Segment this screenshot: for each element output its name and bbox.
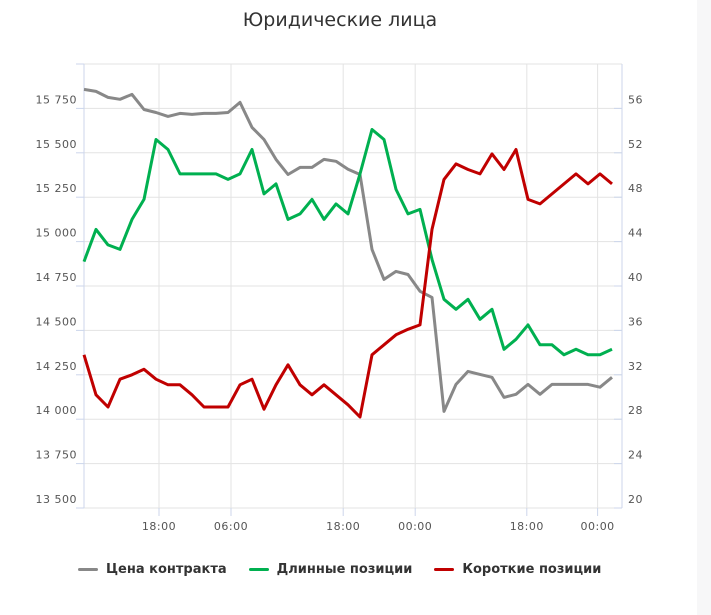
- x-tick-label: 00:00: [580, 520, 614, 533]
- legend-item-price[interactable]: Цена контракта: [78, 562, 227, 577]
- legend-label-price: Цена контракта: [106, 562, 227, 577]
- series-long-positions-line: [82, 128, 613, 357]
- legend-item-short[interactable]: Короткие позиции: [434, 562, 601, 577]
- left-tick-label: 14 500: [36, 315, 78, 328]
- left-tick-label: 15 500: [36, 138, 78, 151]
- series-short-positions-line: [82, 148, 613, 419]
- right-tick-label: 32: [628, 360, 643, 373]
- legend-label-long: Длинные позиции: [276, 562, 413, 577]
- legend-swatch-price: [78, 568, 98, 571]
- left-tick-label: 15 000: [36, 227, 78, 240]
- legend-swatch-short: [434, 568, 455, 571]
- right-tick-label: 44: [628, 227, 643, 240]
- left-tick-label: 14 750: [36, 271, 78, 284]
- right-tick-label: 52: [628, 138, 643, 151]
- legend-swatch-long: [248, 568, 269, 571]
- left-tick-label: 15 750: [36, 93, 78, 106]
- legend-item-long[interactable]: Длинные позиции: [248, 562, 413, 577]
- right-tick-label: 56: [628, 93, 643, 106]
- legend: Цена контракта Длинные позиции Короткие …: [78, 562, 601, 577]
- left-tick-label: 14 000: [36, 404, 78, 417]
- right-tick-label: 24: [628, 449, 643, 462]
- right-tick-label: 28: [628, 404, 643, 417]
- x-tick-label: 18:00: [510, 520, 544, 533]
- x-tick-label: 18:00: [326, 520, 360, 533]
- left-tick-label: 14 250: [36, 360, 78, 373]
- x-tick-label: 00:00: [398, 520, 432, 533]
- x-tick-label: 18:00: [142, 520, 176, 533]
- right-tick-label: 36: [628, 315, 643, 328]
- x-tick-label: 06:00: [214, 520, 248, 533]
- right-tick-label: 48: [628, 182, 643, 195]
- series-price-line: [83, 87, 613, 413]
- right-tick-label: 20: [628, 493, 643, 506]
- legend-label-short: Короткие позиции: [462, 562, 602, 577]
- right-tick-label: 40: [628, 271, 643, 284]
- left-tick-label: 13 750: [36, 449, 78, 462]
- left-tick-label: 15 250: [36, 182, 78, 195]
- chart-title: Юридические лица: [242, 9, 438, 31]
- left-tick-label: 13 500: [36, 493, 78, 506]
- page-side-strip: [697, 0, 711, 615]
